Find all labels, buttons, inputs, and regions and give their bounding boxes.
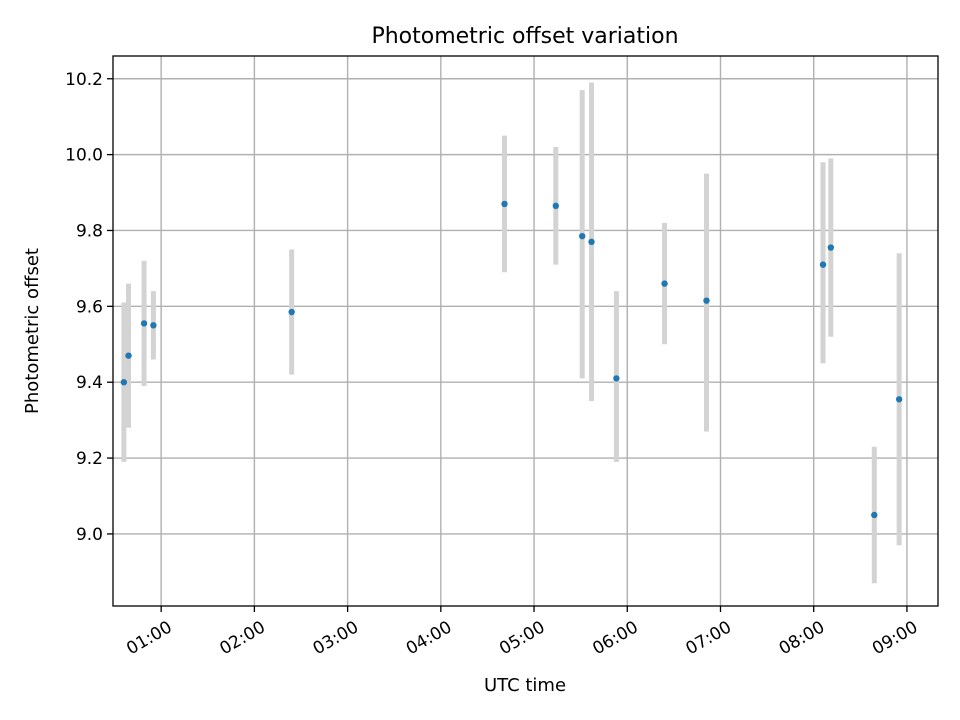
x-tick-label: 07:00 (683, 617, 735, 659)
y-axis-label: Photometric offset (22, 248, 43, 414)
x-tick-label: 03:00 (310, 617, 362, 659)
data-point (501, 200, 508, 208)
data-point (588, 238, 595, 246)
data-point (827, 244, 834, 251)
y-tick-label: 9.6 (76, 297, 103, 317)
point-layer (120, 200, 903, 519)
x-tick-label: 05:00 (496, 617, 548, 659)
data-point (819, 261, 827, 268)
x-axis-label: UTC time (484, 675, 566, 696)
data-point (125, 352, 132, 359)
y-tick-label: 10.2 (65, 70, 103, 90)
x-tick-label: 04:00 (403, 617, 455, 659)
y-tick-label: 9.4 (76, 373, 103, 393)
plot-frame (112, 55, 939, 607)
y-tick-label: 9.2 (76, 449, 103, 469)
x-tick-label: 01:00 (123, 617, 175, 659)
data-point (661, 280, 668, 287)
data-point (288, 308, 295, 316)
y-tick-label: 9.8 (76, 221, 103, 241)
grid-layer (113, 56, 938, 606)
x-tick-label: 02:00 (216, 617, 268, 659)
x-tick-label: 09:00 (869, 617, 921, 659)
data-point (120, 379, 128, 386)
data-point (895, 396, 903, 403)
x-tick-label: 06:00 (589, 617, 641, 659)
data-point (613, 375, 620, 382)
errorbar-layer (121, 82, 902, 584)
tick-layer: 01:00 02:00 03:00 04:00 05:00 06:00 07:00 08:00… (65, 70, 921, 659)
data-point (140, 320, 148, 327)
data-point (871, 511, 878, 519)
data-point (579, 232, 586, 240)
x-tick-label: 08:00 (776, 617, 828, 659)
y-tick-label: 10.0 (65, 146, 103, 166)
chart-title: Photometric offset variation (371, 24, 678, 49)
y-tick-label: 9.0 (76, 525, 103, 545)
data-point (552, 202, 559, 210)
data-point (703, 297, 710, 304)
data-point (150, 322, 157, 329)
